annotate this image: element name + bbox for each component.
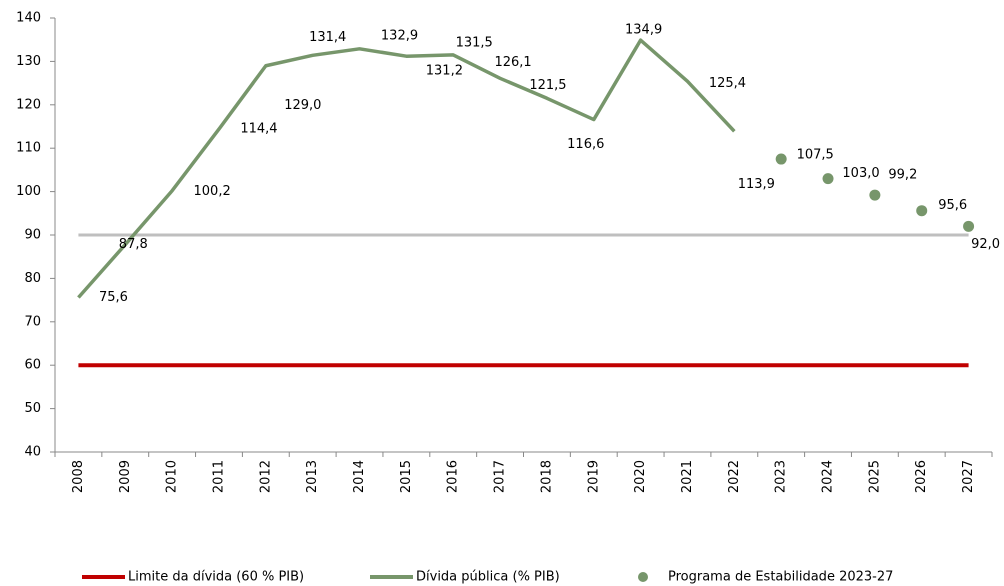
- data-label: 99,2: [888, 168, 917, 183]
- y-tick-label: 60: [24, 358, 41, 373]
- x-tick-label: 2017: [493, 460, 508, 493]
- series-point: [963, 220, 975, 232]
- data-label: 134,9: [625, 23, 662, 38]
- y-tick-label: 80: [24, 271, 41, 286]
- x-tick-label: 2027: [961, 460, 976, 493]
- x-tick-label: 2018: [539, 460, 554, 493]
- legend-label: Dívida pública (% PIB): [416, 570, 560, 585]
- data-label: 121,5: [529, 78, 566, 93]
- data-label: 129,0: [284, 98, 321, 113]
- series-line: [77, 38, 736, 299]
- data-label: 75,6: [99, 290, 128, 305]
- x-tick-label: 2016: [446, 460, 461, 493]
- x-tick-label: 2022: [727, 460, 742, 493]
- data-label: 126,1: [494, 55, 531, 70]
- data-label: 87,8: [119, 237, 148, 252]
- data-label: 131,2: [426, 64, 463, 79]
- data-label: 92,0: [971, 237, 1000, 252]
- y-tick-label: 140: [16, 11, 41, 26]
- x-tick-label: 2025: [867, 460, 882, 493]
- x-tick-label: 2019: [586, 460, 601, 493]
- x-tick-label: 2020: [633, 460, 648, 493]
- data-label: 131,4: [309, 30, 346, 45]
- y-tick-label: 50: [24, 401, 41, 416]
- x-tick-label: 2014: [352, 460, 367, 493]
- x-tick-label: 2008: [71, 460, 86, 493]
- y-tick-label: 100: [16, 184, 41, 199]
- legend-label: Programa de Estabilidade 2023-27: [668, 570, 893, 585]
- x-tick-label: 2009: [118, 460, 133, 493]
- x-tick-label: 2026: [914, 460, 929, 493]
- data-label: 103,0: [842, 166, 879, 181]
- y-tick-label: 120: [16, 97, 41, 112]
- data-label: 114,4: [240, 122, 277, 137]
- series-point: [916, 205, 928, 217]
- y-tick-label: 40: [24, 445, 41, 460]
- y-tick-label: 130: [16, 54, 41, 69]
- x-tick-label: 2012: [258, 460, 273, 493]
- series-point: [869, 189, 881, 201]
- series-point: [775, 153, 787, 165]
- y-tick-label: 70: [24, 314, 41, 329]
- data-label: 116,6: [567, 137, 604, 152]
- data-label: 125,4: [709, 76, 746, 91]
- data-label: 132,9: [381, 28, 418, 43]
- series-point: [822, 173, 834, 185]
- x-tick-label: 2015: [399, 460, 414, 493]
- x-tick-label: 2021: [680, 460, 695, 493]
- legend-marker: [638, 572, 648, 582]
- data-label: 100,2: [194, 184, 231, 199]
- data-label: 113,9: [738, 177, 775, 192]
- y-tick-label: 90: [24, 228, 41, 243]
- y-tick-label: 110: [16, 141, 41, 156]
- data-label: 95,6: [938, 198, 967, 213]
- legend-label: Limite da dívida (60 % PIB): [128, 570, 304, 585]
- x-tick-label: 2013: [305, 460, 320, 493]
- x-tick-label: 2011: [211, 460, 226, 493]
- data-label: 107,5: [797, 148, 834, 163]
- data-label: 131,5: [456, 35, 493, 50]
- x-tick-label: 2024: [821, 460, 836, 493]
- x-tick-label: 2010: [165, 460, 180, 493]
- x-tick-label: 2023: [774, 460, 789, 493]
